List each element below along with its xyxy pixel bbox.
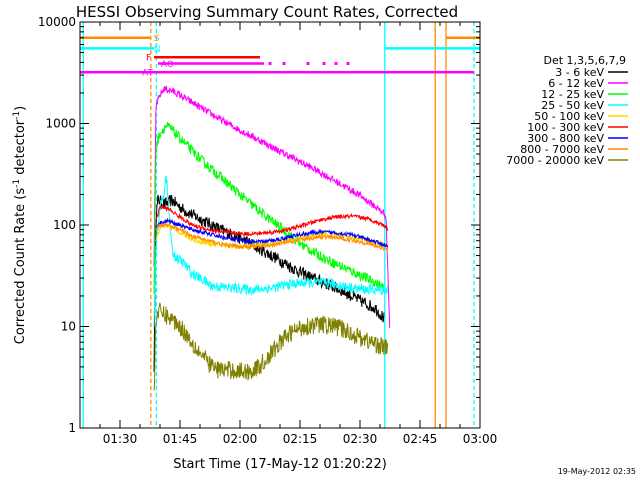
flag-label-at: AT bbox=[142, 69, 153, 79]
flag-dot-3 bbox=[322, 62, 326, 66]
x-axis: 01:30 01:45 02:00 02:15 02:30 02:45 03:00 bbox=[79, 22, 498, 446]
x-tick-label-5: 02:45 bbox=[403, 432, 438, 446]
series-line-7 bbox=[155, 223, 389, 251]
legend-label-4: 50 - 100 keV bbox=[534, 110, 604, 123]
x-tick-label-0: 01:30 bbox=[103, 432, 138, 446]
plot-area: SNF AO AT bbox=[80, 22, 480, 428]
flag-dot-1 bbox=[282, 62, 286, 66]
series-line-5 bbox=[155, 204, 389, 237]
y-tick-label-2: 100 bbox=[53, 218, 76, 232]
flag-dot-2 bbox=[306, 62, 310, 66]
y-axis-label: Corrected Count Rate (s-1 detector-1) bbox=[12, 106, 28, 344]
x-tick-label-6: 03:00 bbox=[463, 432, 498, 446]
series-line-2 bbox=[153, 122, 385, 294]
series-line-8 bbox=[153, 302, 389, 391]
series-line-1 bbox=[153, 85, 391, 328]
flag-label-n: N bbox=[154, 45, 161, 55]
x-tick-label-1: 01:45 bbox=[163, 432, 198, 446]
series-line-0 bbox=[153, 194, 385, 372]
y-tick-label-1: 10 bbox=[61, 320, 76, 334]
chart-title: HESSI Observing Summary Count Rates, Cor… bbox=[76, 3, 458, 21]
flag-label-s: S bbox=[154, 34, 160, 44]
y-tick-label-4: 10000 bbox=[38, 15, 76, 29]
legend-label-2: 12 - 25 keV bbox=[541, 88, 604, 101]
x-tick-label-3: 02:15 bbox=[283, 432, 318, 446]
legend-label-8: 7000 - 20000 keV bbox=[506, 154, 604, 167]
legend-label-3: 25 - 50 keV bbox=[541, 99, 604, 112]
x-axis-label: Start Time (17-May-12 01:20:22) bbox=[173, 457, 387, 472]
y-axis-label-exp2: -1 bbox=[12, 111, 22, 120]
legend-title: Det 1,3,5,6,7,9 bbox=[543, 54, 626, 67]
series-line-3 bbox=[153, 175, 389, 328]
flag-dot-4 bbox=[334, 62, 338, 66]
flag-label-ao: AO bbox=[161, 60, 174, 70]
series-line-6 bbox=[155, 217, 389, 248]
flag-label-f: F bbox=[146, 54, 151, 64]
legend-label-7: 800 - 7000 keV bbox=[520, 143, 604, 156]
y-tick-label-0: 1 bbox=[68, 421, 76, 435]
timestamp-stamp: 19-May-2012 02:35 bbox=[558, 467, 636, 476]
y-axis: 1 10 100 1000 10000 bbox=[38, 15, 480, 435]
legend-label-5: 100 - 300 keV bbox=[527, 121, 604, 134]
legend-label-1: 6 - 12 keV bbox=[548, 77, 604, 90]
x-tick-label-4: 02:30 bbox=[343, 432, 378, 446]
flag-dot-0 bbox=[268, 62, 272, 66]
legend-label-0: 3 - 6 keV bbox=[555, 66, 604, 79]
y-axis-label-exp1: -1 bbox=[12, 179, 22, 188]
flag-dot-5 bbox=[346, 62, 350, 66]
x-tick-label-2: 02:00 bbox=[223, 432, 258, 446]
y-tick-label-3: 1000 bbox=[45, 117, 76, 131]
legend-label-6: 300 - 800 keV bbox=[527, 132, 604, 145]
